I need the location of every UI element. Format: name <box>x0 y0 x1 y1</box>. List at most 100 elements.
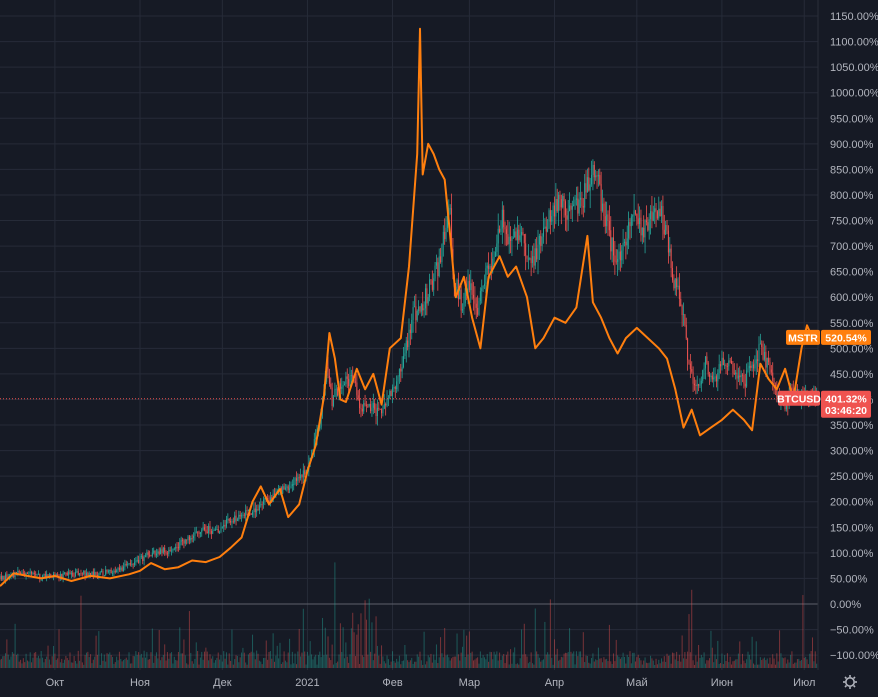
btc-candle-body <box>732 363 734 374</box>
btc-candle-body <box>618 251 620 259</box>
btc-candle-body <box>342 385 344 387</box>
volume-bar <box>670 663 672 668</box>
y-tick-label: 550.00% <box>830 318 874 330</box>
volume-bar <box>724 655 726 668</box>
btc-candle-body <box>109 569 111 571</box>
volume-bar <box>265 640 267 668</box>
btc-candle-body <box>61 574 63 579</box>
btc-candle-body <box>628 222 630 239</box>
btc-candle-body <box>214 529 216 531</box>
volume-bar <box>452 656 454 668</box>
volume-bar <box>626 654 628 668</box>
btc-candle-body <box>79 573 81 576</box>
volume-bar <box>264 657 266 668</box>
y-tick-label: −50.00% <box>830 625 874 637</box>
volume-bar <box>91 663 93 668</box>
volume-bar <box>551 657 553 668</box>
volume-bar <box>311 654 313 668</box>
volume-bar <box>2 656 4 668</box>
btc-candle-body <box>551 216 553 222</box>
btc-candle-body <box>252 512 254 515</box>
btc-candle-body <box>147 552 149 555</box>
volume-bar <box>10 656 12 668</box>
btc-candle-body <box>761 343 763 347</box>
btc-candle-body <box>242 514 244 516</box>
volume-bar <box>714 654 716 668</box>
mstr-name-tag <box>786 329 820 345</box>
volume-bar <box>532 663 534 668</box>
btc-candle-body <box>32 572 34 574</box>
volume-bar <box>746 659 748 668</box>
btc-candle-body <box>364 403 366 405</box>
btc-candle-body <box>416 310 418 321</box>
volume-bar <box>92 659 94 668</box>
volume-bar <box>342 627 344 668</box>
btc-candle-body <box>103 575 105 576</box>
volume-bar <box>59 662 61 668</box>
volume-bar <box>15 654 17 668</box>
volume-bar <box>501 655 503 668</box>
volume-bar <box>754 664 756 668</box>
volume-bar <box>519 658 521 668</box>
volume-bar <box>273 661 275 668</box>
btc-candle-body <box>349 375 351 387</box>
volume-bar <box>541 660 543 668</box>
mstr-line[interactable] <box>0 27 814 587</box>
x-tick-label: Июл <box>793 677 815 689</box>
volume-bar <box>586 655 588 668</box>
btc-candle-body <box>54 573 56 575</box>
btc-candle-body <box>763 351 765 360</box>
volume-bar <box>268 652 270 668</box>
volume-bar <box>534 608 536 668</box>
volume-bar <box>261 664 263 668</box>
volume-bar <box>162 654 164 668</box>
btc-candle-body <box>658 208 660 219</box>
btc-candle-body <box>470 283 472 291</box>
btc-candle-body <box>131 564 133 566</box>
volume-bar <box>157 658 159 668</box>
volume-bar <box>239 657 241 668</box>
volume-bar <box>615 639 617 668</box>
settings-button[interactable] <box>843 675 857 689</box>
volume-bar <box>525 654 527 668</box>
volume-bar <box>477 657 479 668</box>
volume-bar <box>654 664 656 668</box>
y-tick-label: 1150.00% <box>830 11 878 23</box>
btc-candle-body <box>538 235 540 245</box>
volume-bar <box>382 656 384 668</box>
volume-bar <box>140 653 142 668</box>
volume-bar <box>360 613 362 668</box>
btc-candle-body <box>77 571 79 576</box>
btc-candle-body <box>363 403 365 412</box>
volume-bar <box>39 658 41 668</box>
volume-bar <box>540 661 542 668</box>
btc-candle-body <box>171 550 173 552</box>
btc-candle-body <box>489 266 491 270</box>
btc-candle-body <box>440 256 442 263</box>
btc-candle-body <box>269 497 271 503</box>
y-tick-label: 500.00% <box>830 343 874 355</box>
btc-candle-body <box>526 255 528 259</box>
btc-candle-body <box>205 529 207 532</box>
volume-bar <box>659 663 661 668</box>
btc-candle-body <box>462 309 464 311</box>
btc-candle-body <box>515 231 517 241</box>
btc-candle-body <box>383 404 385 409</box>
volume-bar <box>247 654 249 668</box>
volume-bar <box>780 653 782 668</box>
btc-candle-body <box>204 527 205 530</box>
btc-candle-body <box>639 217 641 225</box>
gear-icon[interactable] <box>845 677 855 687</box>
volume-bar <box>533 664 535 668</box>
volume-bar <box>758 664 760 668</box>
volume-bar <box>737 653 739 668</box>
volume-bar <box>440 637 442 668</box>
volume-bar <box>496 651 498 668</box>
btc-candle-body <box>773 380 775 386</box>
volume-bar <box>51 656 53 668</box>
btc-candle-body <box>622 242 624 251</box>
volume-bar <box>35 651 37 668</box>
